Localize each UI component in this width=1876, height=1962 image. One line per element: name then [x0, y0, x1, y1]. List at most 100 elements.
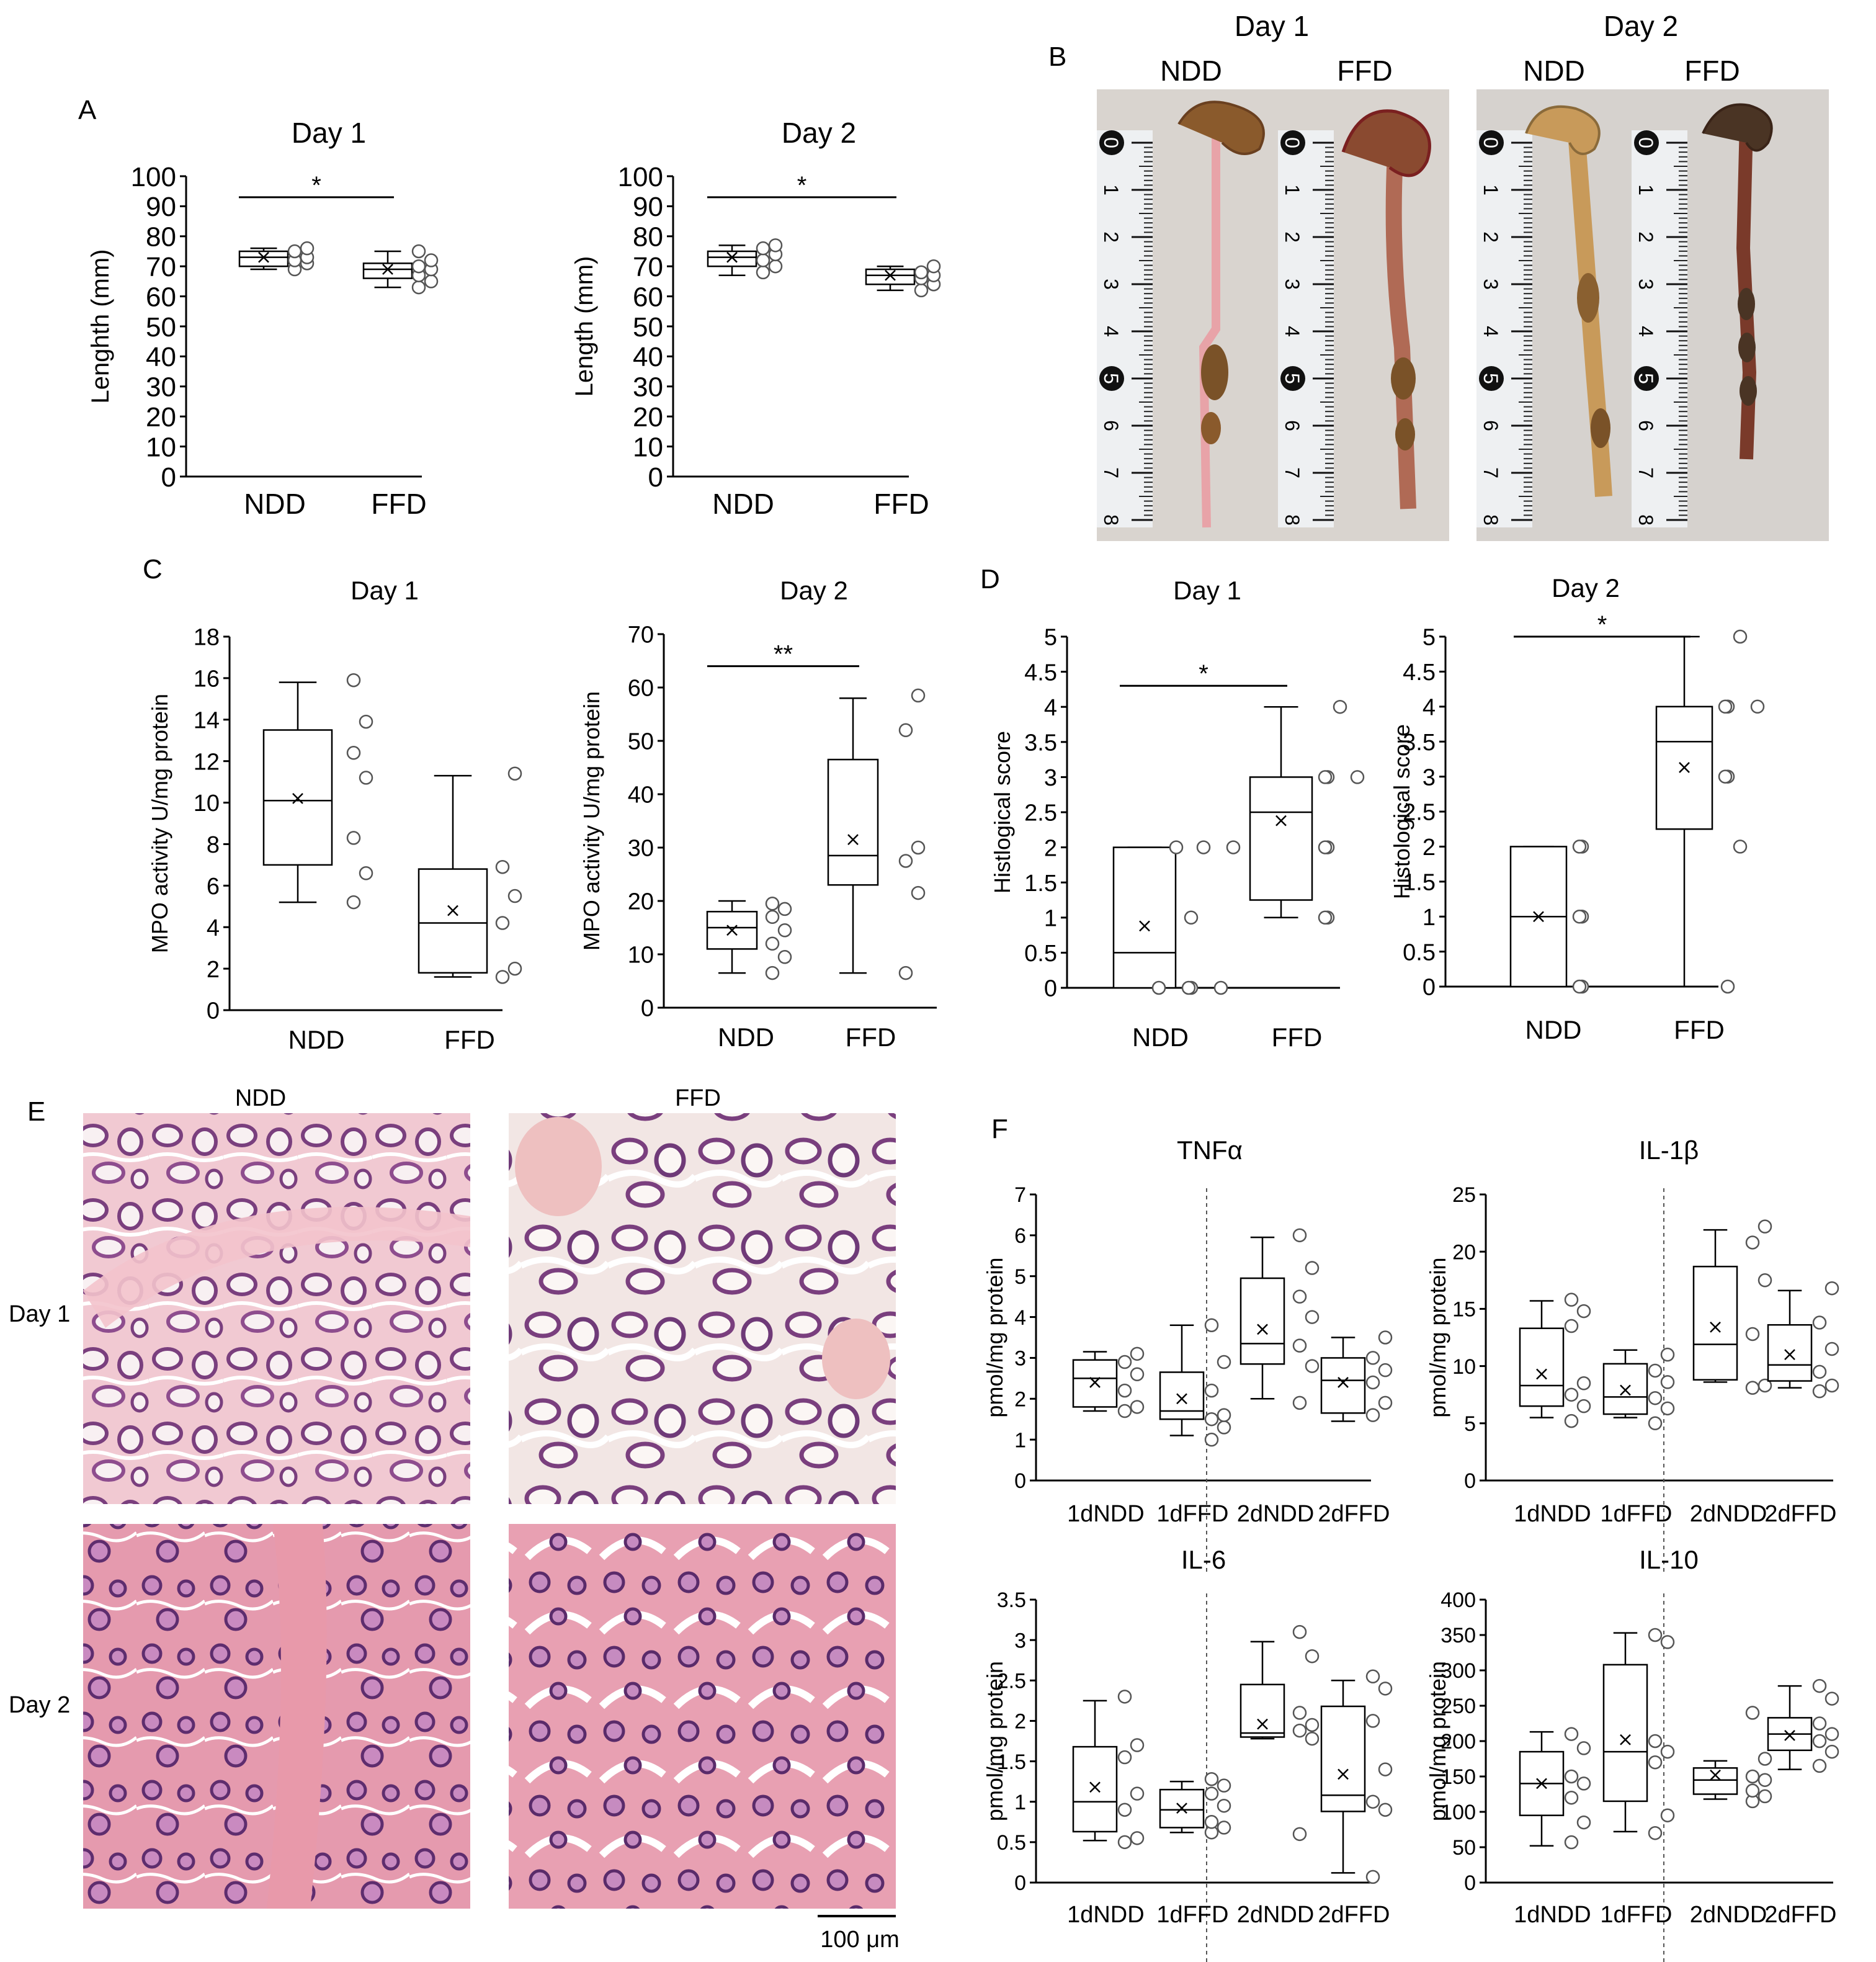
y-tick-label: 10 — [194, 791, 220, 817]
y-tick-label: 4.5 — [1024, 660, 1057, 686]
data-point — [1196, 840, 1211, 854]
data-point — [1758, 1219, 1772, 1234]
ruler-number: 8 — [1100, 514, 1122, 526]
box-ndd: NDD — [1112, 840, 1241, 1052]
data-point — [1292, 1624, 1307, 1639]
data-point — [768, 238, 783, 253]
y-tick-label: 80 — [146, 222, 176, 253]
data-point — [1648, 1628, 1663, 1642]
chart-f-9: 0 50 100 150 200 250 300 350 400 IL-10 pmol/mg pro… — [1425, 1545, 1839, 1962]
data-point — [1333, 699, 1347, 714]
box-ffd: FFD — [827, 688, 926, 1052]
data-point — [756, 253, 770, 267]
mean-marker — [1710, 1322, 1721, 1333]
data-point — [1292, 1228, 1307, 1243]
data-point — [1217, 1355, 1231, 1369]
data-point — [1758, 1789, 1772, 1804]
panel-letter-d: D — [980, 564, 1000, 594]
chart-title: Day 2 — [1552, 573, 1620, 602]
x-category-label: 2dNDD — [1237, 1501, 1315, 1527]
ruler-number: 5 — [1480, 373, 1502, 384]
box-iqr — [1692, 1265, 1738, 1381]
data-point — [1378, 1395, 1393, 1410]
x-category-label: NDD — [712, 488, 774, 520]
y-tick-label: 90 — [633, 192, 663, 222]
data-point — [1745, 1783, 1760, 1798]
y-tick-label: 2 — [1014, 1388, 1026, 1412]
box-ndd: NDD — [238, 241, 315, 520]
ruler-circle-marker — [1099, 130, 1124, 155]
y-tick-label: 6 — [1014, 1224, 1026, 1248]
data-point — [756, 241, 770, 256]
y-tick-label: 60 — [146, 282, 176, 312]
data-point — [777, 950, 792, 964]
data-point — [287, 244, 302, 259]
chart-f-8: 0 0.5 1 1.5 2 2.5 3 3.5 IL-6 pmol/mg protein 1dNDD… — [982, 1545, 1393, 1962]
data-point — [768, 259, 783, 274]
y-tick-label: 60 — [628, 676, 654, 702]
mean-marker — [1275, 815, 1287, 826]
data-point — [1745, 1769, 1760, 1784]
box-1dffd: 1dFFD — [1600, 1347, 1675, 1527]
ruler-number: 1 — [1100, 184, 1122, 195]
box-iqr — [1240, 1277, 1285, 1365]
significance-label: * — [797, 172, 807, 199]
data-point — [1365, 1794, 1380, 1809]
ruler-circle-marker — [1479, 130, 1504, 155]
data-point — [1204, 1318, 1219, 1332]
ruler-number: 7 — [1281, 467, 1303, 478]
data-point — [1292, 1338, 1307, 1353]
data-point — [1564, 1790, 1579, 1805]
y-tick-label: 90 — [146, 192, 176, 222]
data-point — [1305, 1649, 1320, 1664]
data-point — [1648, 1734, 1663, 1749]
data-point — [1169, 840, 1184, 854]
data-point — [346, 895, 361, 910]
data-point — [777, 902, 792, 916]
y-tick-label: 1.5 — [1024, 871, 1057, 897]
ruler-face — [1278, 130, 1334, 527]
box-iqr — [1072, 1745, 1118, 1833]
box-iqr — [238, 250, 289, 267]
y-axis-label: pmol/mg protein — [982, 1661, 1007, 1821]
y-tick-label: 40 — [633, 342, 663, 372]
data-point — [1812, 1315, 1827, 1330]
data-point — [1745, 1706, 1760, 1720]
mean-marker — [1620, 1734, 1631, 1745]
ruler-face — [1097, 130, 1153, 527]
data-point — [1378, 1330, 1393, 1345]
significance-label: * — [1597, 611, 1607, 638]
ruler-number: 4 — [1635, 326, 1657, 337]
colon-day1-ffd — [1385, 142, 1416, 509]
y-tick-label: 100 — [1440, 1801, 1476, 1824]
data-point — [359, 866, 373, 880]
y-tick-label: 2.5 — [997, 1670, 1026, 1693]
mean-marker — [1089, 1377, 1101, 1388]
box-ndd: NDD — [706, 897, 792, 1052]
ruler-b-3: 0 1 2 3 4 5 6 7 8 — [1476, 130, 1532, 527]
data-point — [1378, 1682, 1393, 1696]
ruler-number: 3 — [1635, 279, 1657, 290]
x-category-label: NDD — [718, 1023, 774, 1052]
data-point — [507, 961, 522, 976]
y-tick-label: 25 — [1452, 1183, 1476, 1207]
data-point — [495, 916, 510, 930]
mean-marker — [382, 264, 393, 275]
x-category-label: 2dFFD — [1764, 1501, 1836, 1527]
y-tick-label: 100 — [131, 162, 176, 192]
data-point — [765, 965, 780, 980]
box-iqr — [1159, 1371, 1205, 1420]
y-tick-label: 70 — [628, 622, 654, 648]
ruler-number: 7 — [1635, 467, 1657, 478]
y-axis-label: MPO activity U/mg protein — [147, 694, 172, 953]
box-iqr — [1112, 846, 1177, 989]
data-point — [1745, 1381, 1760, 1395]
mean-marker — [1533, 911, 1544, 923]
data-point — [1217, 1821, 1231, 1835]
histology-ndd-label: NDD — [235, 1085, 286, 1111]
data-point — [1213, 980, 1228, 995]
panel-letter-a: A — [78, 95, 97, 125]
x-category-label: 2dNDD — [1690, 1902, 1767, 1928]
significance-label: * — [311, 172, 321, 199]
